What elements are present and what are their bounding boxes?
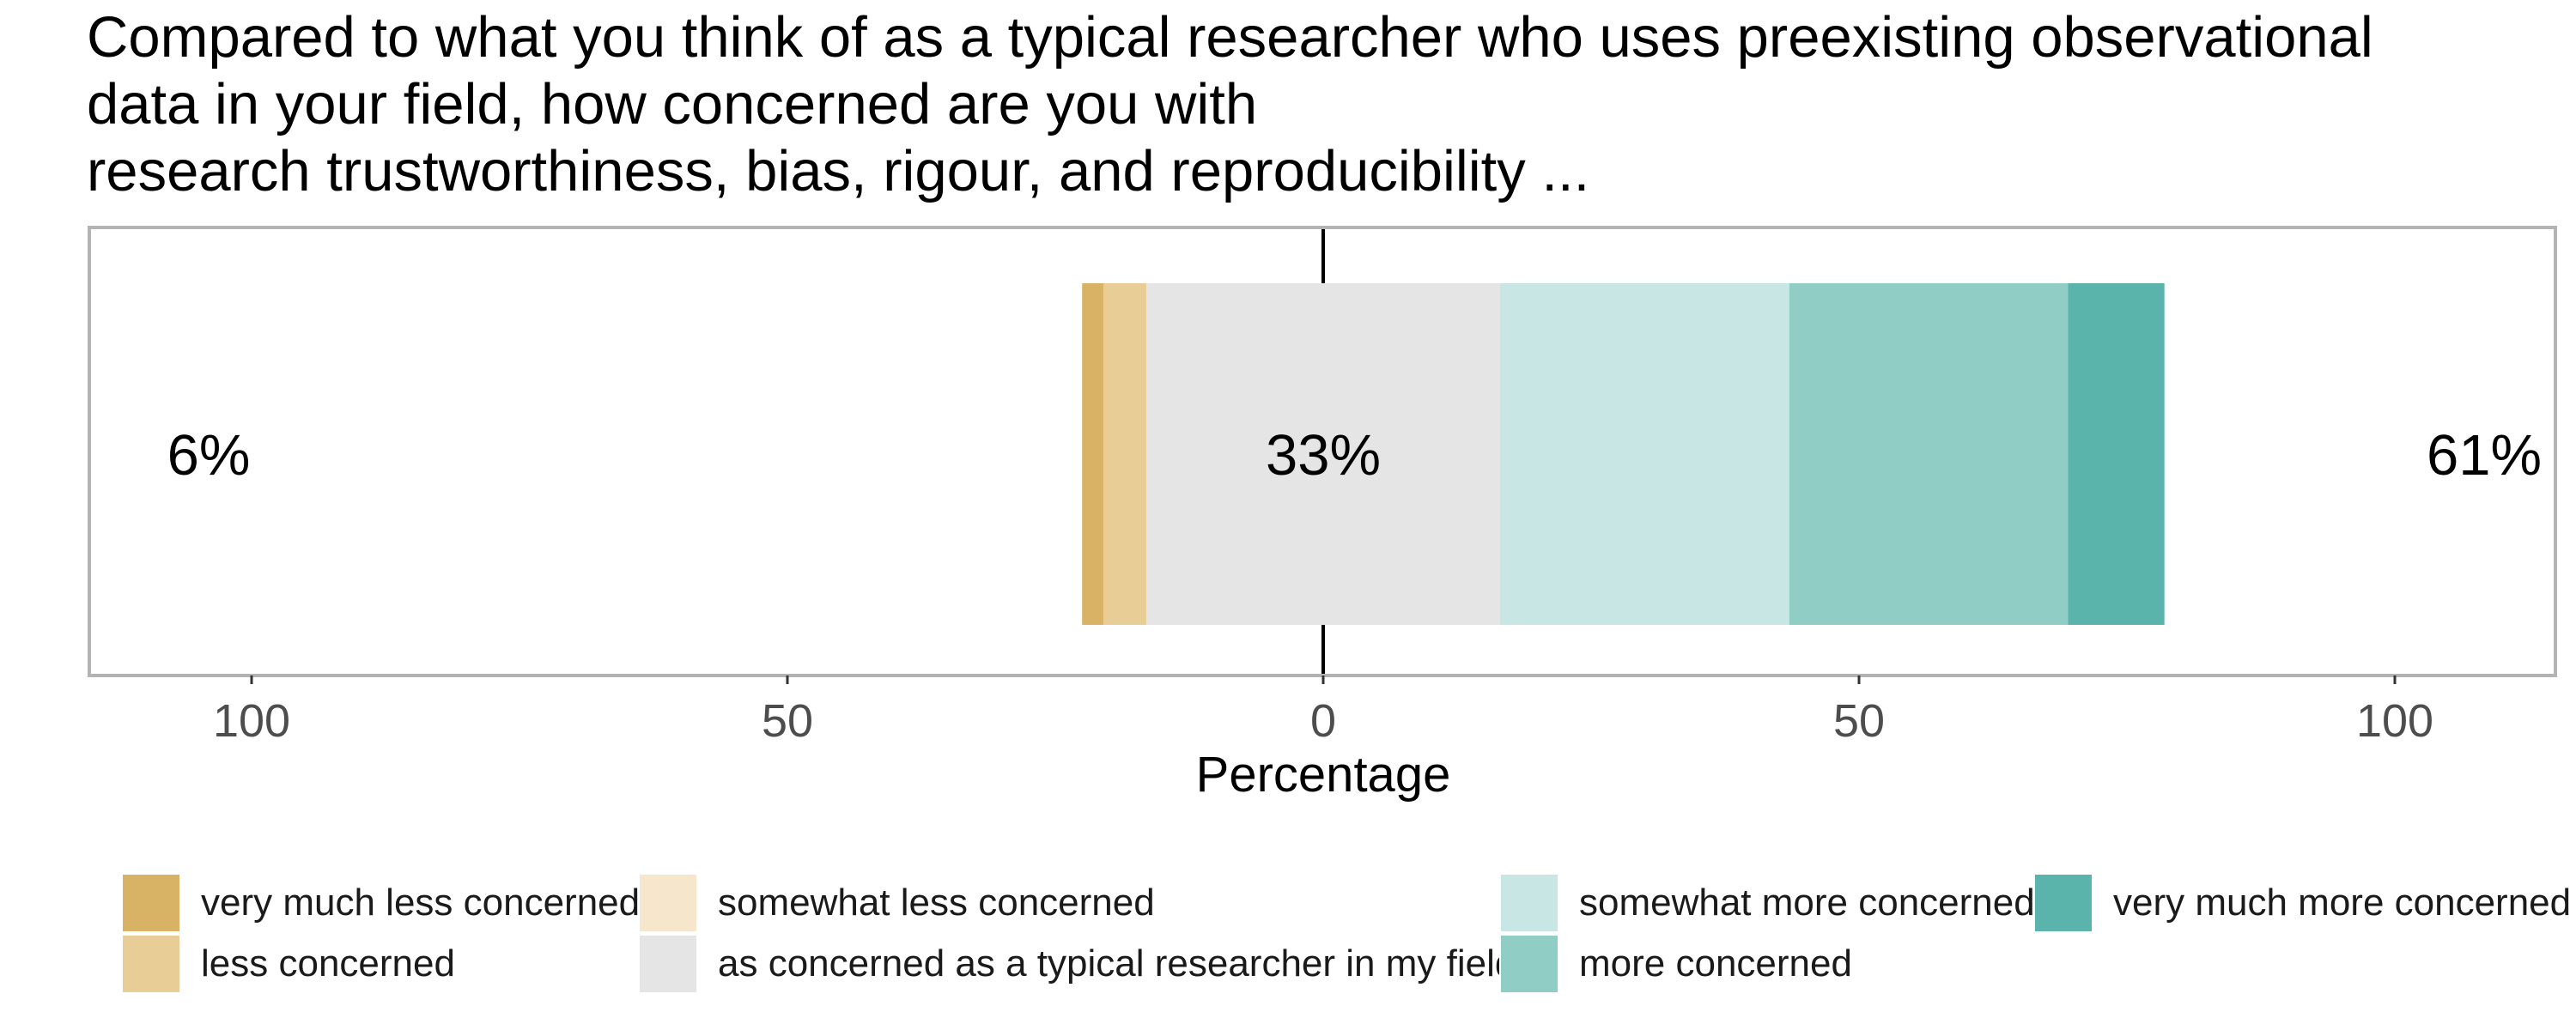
x-tick-label: 100: [2356, 695, 2433, 747]
left-percent-label: 6%: [167, 423, 251, 488]
legend-swatch: [1499, 934, 1559, 994]
bar-segment-somewhat-more-concerned: [1499, 283, 1789, 625]
title-line-1: Compared to what you think of as a typic…: [87, 5, 2373, 70]
legend-label: less concerned: [201, 942, 455, 985]
legend-item-less-concerned: less concerned: [121, 934, 455, 994]
zero-line: [1146, 227, 1500, 676]
legend-label: somewhat less concerned: [718, 882, 1155, 924]
legend-label: as concerned as a typical researcher in …: [718, 942, 1516, 985]
legend-swatch: [1499, 873, 1559, 933]
x-tick-label: 50: [762, 695, 813, 747]
x-tick-label: 50: [1833, 695, 1885, 747]
x-tick-label: 100: [213, 695, 290, 747]
bar-segment-very-much-less-concerned: [1082, 283, 1104, 625]
legend-item-very-much-less-concerned: very much less concerned: [121, 873, 640, 933]
title-line-3: research trustworthiness, bias, rigour, …: [87, 139, 1589, 203]
legend-item-somewhat-more-concerned: somewhat more concerned: [1499, 873, 2035, 933]
legend-item-somewhat-less-concerned: somewhat less concerned: [638, 873, 1155, 933]
legend: very much less concerned less concerned so…: [121, 873, 2571, 994]
legend-swatch: [2033, 873, 2093, 933]
x-axis-ticks: 100 50 0 50 100: [213, 676, 2433, 747]
x-axis-label: Percentage: [1196, 747, 1451, 803]
percentage-annotations: 6% 33% 61%: [167, 423, 2542, 488]
bar-segment-more-concerned: [1789, 283, 2069, 625]
legend-swatch: [121, 873, 181, 933]
legend-label: somewhat more concerned: [1579, 882, 2035, 924]
right-percent-label: 61%: [2427, 423, 2542, 488]
bar-segment-overlay: [1146, 283, 1500, 625]
x-tick-label: 0: [1310, 695, 1336, 747]
legend-label: very much less concerned: [201, 882, 640, 924]
bar-segment-less-concerned: [1103, 283, 1147, 625]
legend-item-more-concerned: more concerned: [1499, 934, 1852, 994]
title-line-2: data in your field, how concerned are yo…: [87, 72, 1257, 136]
chart-title: Compared to what you think of as a typic…: [87, 5, 2373, 203]
legend-swatch: [121, 934, 181, 994]
bar-segment-very-much-more-concerned: [2068, 283, 2165, 625]
legend-label: very much more concerned: [2113, 882, 2571, 924]
legend-item-very-much-more-concerned: very much more concerned: [2033, 873, 2571, 933]
legend-item-as-concerned-as-a-typical-researcher-in-my-field: as concerned as a typical researcher in …: [638, 934, 1516, 994]
legend-label: more concerned: [1579, 942, 1852, 985]
legend-swatch: [638, 873, 698, 933]
legend-swatch: [638, 934, 698, 994]
center-percent-label: 33%: [1266, 423, 1381, 488]
